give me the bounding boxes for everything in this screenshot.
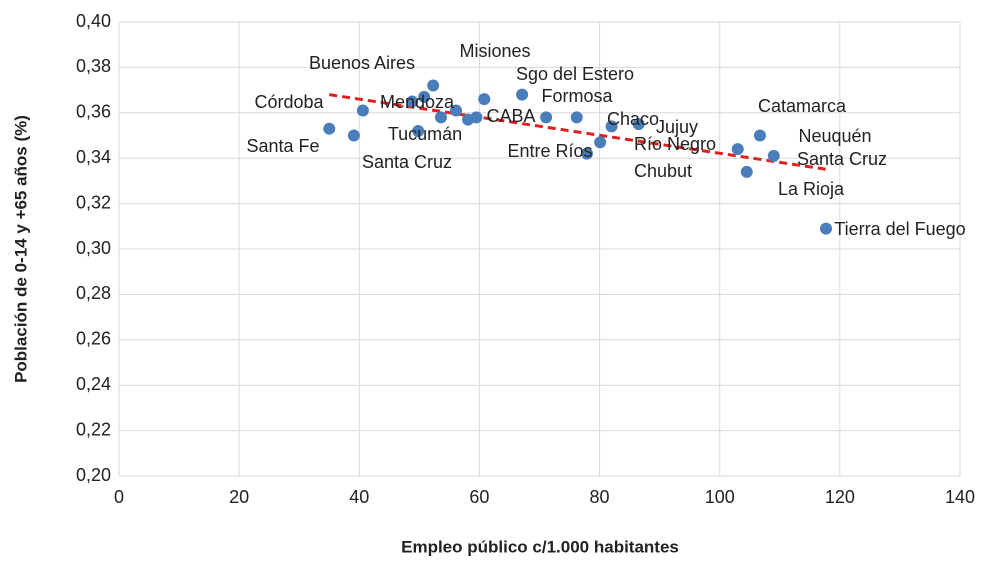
- x-tick-label: 60: [469, 487, 489, 507]
- point-label: Buenos Aires: [309, 53, 415, 73]
- y-tick-label: 0,38: [76, 56, 111, 76]
- point: [478, 93, 491, 106]
- point: [412, 124, 425, 137]
- point: [594, 136, 607, 149]
- point-label: La Rioja: [778, 179, 845, 199]
- point: [356, 104, 369, 117]
- point: [767, 149, 780, 162]
- point: [347, 129, 360, 142]
- y-tick-label: 0,26: [76, 329, 111, 349]
- point: [450, 104, 463, 117]
- y-tick-label: 0,32: [76, 192, 111, 212]
- x-tick-label: 0: [114, 487, 124, 507]
- y-tick-label: 0,40: [76, 11, 111, 31]
- point-label: Tucumán: [388, 124, 462, 144]
- point-label: Formosa: [541, 86, 613, 106]
- point: [605, 120, 618, 133]
- y-tick-label: 0,30: [76, 238, 111, 258]
- point: [406, 95, 419, 108]
- point-label: CABA: [486, 106, 535, 126]
- point-label: Santa Cruz: [362, 152, 452, 172]
- x-axis-title: Empleo público c/1.000 habitantes: [401, 537, 679, 556]
- x-tick-label: 100: [705, 487, 735, 507]
- point-label: Chaco: [607, 109, 659, 129]
- point: [820, 222, 833, 235]
- point: [427, 79, 440, 92]
- point: [570, 111, 583, 124]
- y-tick-label: 0,20: [76, 465, 111, 485]
- point: [470, 111, 483, 124]
- x-tick-label: 80: [590, 487, 610, 507]
- point-label: Río Negro: [634, 134, 716, 154]
- y-tick-label: 0,28: [76, 283, 111, 303]
- point-label: Misiones: [459, 41, 530, 61]
- point-label: Chubut: [634, 161, 692, 181]
- point-label: Tierra del Fuego: [834, 219, 965, 239]
- y-axis-title: Población de 0-14 y +65 años (%): [11, 115, 30, 383]
- point-label: Entre Ríos: [507, 141, 592, 161]
- point-label: Catamarca: [758, 96, 847, 116]
- point-label: Santa Fe: [246, 136, 319, 156]
- point-label: Córdoba: [254, 92, 324, 112]
- point-label: Mendoza: [380, 92, 455, 112]
- point: [418, 90, 431, 103]
- x-tick-label: 120: [825, 487, 855, 507]
- point: [632, 118, 645, 131]
- point: [753, 129, 766, 142]
- point-label: Jujuy: [656, 117, 698, 137]
- x-tick-label: 40: [349, 487, 369, 507]
- point: [740, 165, 753, 178]
- point-label: Santa Cruz: [797, 149, 887, 169]
- point-label: Neuquén: [798, 126, 871, 146]
- point-label: Sgo del Estero: [516, 64, 634, 84]
- x-tick-label: 140: [945, 487, 975, 507]
- point: [580, 147, 593, 160]
- y-tick-label: 0,24: [76, 374, 111, 394]
- point: [434, 111, 447, 124]
- point: [540, 111, 553, 124]
- y-tick-label: 0,34: [76, 147, 111, 167]
- y-tick-label: 0,22: [76, 419, 111, 439]
- point: [323, 122, 336, 135]
- point: [731, 143, 744, 156]
- y-tick-label: 0,36: [76, 102, 111, 122]
- x-tick-label: 20: [229, 487, 249, 507]
- point: [516, 88, 529, 101]
